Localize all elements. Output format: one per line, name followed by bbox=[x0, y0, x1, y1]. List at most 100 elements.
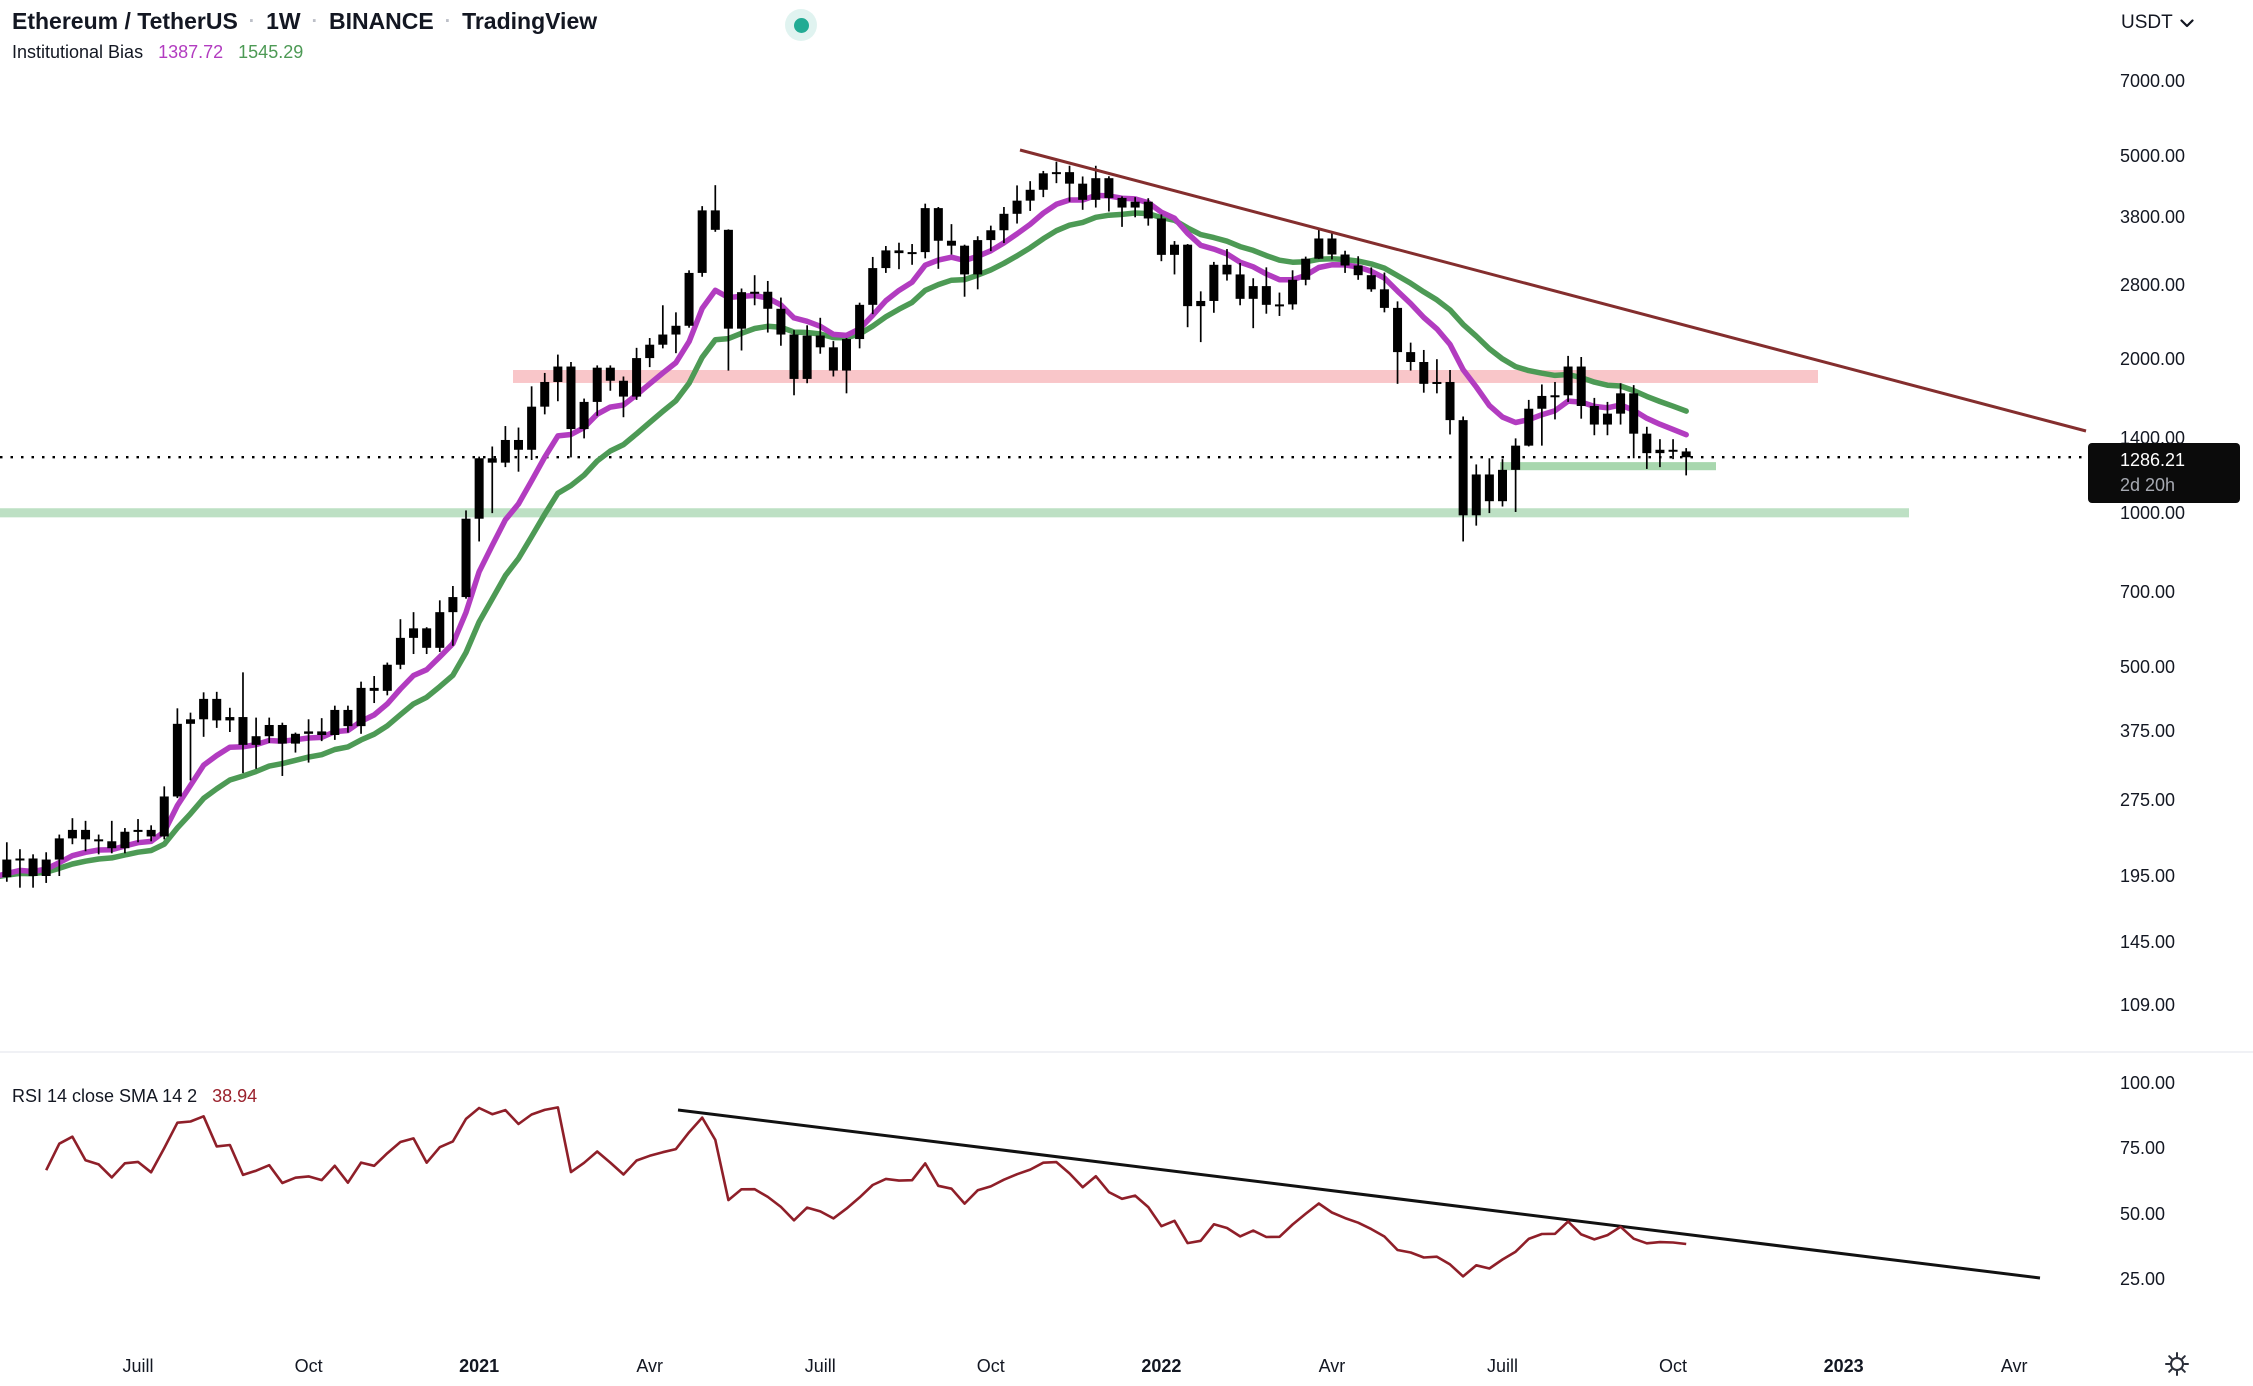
zone-support_minor[interactable] bbox=[1500, 462, 1716, 471]
interval-label[interactable]: 1W bbox=[266, 8, 301, 34]
currency-selector[interactable]: USDT bbox=[2121, 12, 2194, 34]
candle-body bbox=[264, 724, 274, 737]
candle-body bbox=[1366, 275, 1376, 290]
candle-body bbox=[1432, 381, 1442, 384]
candle-body bbox=[146, 829, 156, 837]
candle-body bbox=[94, 839, 104, 842]
candle-body bbox=[369, 687, 379, 691]
candle-body bbox=[1629, 393, 1639, 434]
candle-body bbox=[671, 325, 681, 335]
candle-body bbox=[1274, 304, 1284, 307]
candle-body bbox=[1025, 189, 1035, 201]
rsi-legend: RSI 14 close SMA 14 2 38.94 bbox=[12, 1086, 257, 1107]
candle-body bbox=[277, 724, 287, 744]
candle-body bbox=[842, 339, 851, 371]
title-separator-icon: · bbox=[248, 10, 256, 32]
candle-body bbox=[1471, 474, 1481, 516]
candle-body bbox=[1576, 366, 1586, 406]
candle-body bbox=[618, 380, 628, 397]
candle-body bbox=[54, 838, 64, 860]
time-axis-label: Juill bbox=[122, 1356, 154, 1376]
candle-body bbox=[186, 719, 195, 724]
candle-body bbox=[1314, 238, 1324, 259]
rsi-name[interactable]: RSI 14 close SMA 14 2 bbox=[12, 1086, 198, 1106]
rsi-line bbox=[45, 1106, 1687, 1278]
symbol-name[interactable]: Ethereum / TetherUS bbox=[12, 8, 238, 34]
candle-body bbox=[632, 358, 642, 397]
price-trendline[interactable] bbox=[1019, 148, 2087, 433]
candle-body bbox=[1104, 178, 1114, 198]
candle-body bbox=[474, 458, 484, 519]
price-axis-label: 1000.00 bbox=[2120, 503, 2186, 524]
candle-body bbox=[1655, 449, 1665, 454]
candle-body bbox=[1458, 420, 1468, 516]
market-status-icon[interactable] bbox=[785, 9, 817, 41]
candle-body bbox=[1301, 258, 1311, 280]
candles-layer bbox=[2, 161, 1691, 888]
candle-body bbox=[172, 723, 182, 797]
candle-body bbox=[553, 366, 563, 382]
rsi-axis-label: 100.00 bbox=[2120, 1073, 2176, 1093]
candle-body bbox=[1065, 172, 1075, 184]
chart-title: Ethereum / TetherUS · 1W · BINANCE · Tra… bbox=[12, 8, 597, 35]
time-axis-label: 2022 bbox=[1141, 1356, 1182, 1376]
price-axis-label: 2000.00 bbox=[2120, 349, 2186, 370]
candle-body bbox=[435, 612, 445, 648]
candle-body bbox=[776, 308, 786, 335]
candle-body bbox=[1196, 300, 1206, 307]
candle-body bbox=[1393, 307, 1403, 353]
candle-body bbox=[1668, 449, 1678, 452]
indicator-fast-value: 1387.72 bbox=[158, 42, 224, 62]
candle-body bbox=[592, 367, 602, 402]
candle-body bbox=[723, 229, 733, 329]
candle-body bbox=[1550, 395, 1560, 398]
candle-body bbox=[514, 439, 523, 450]
candle-body bbox=[999, 213, 1009, 231]
candle-body bbox=[159, 796, 169, 837]
gear-icon[interactable] bbox=[2163, 1350, 2191, 1378]
candle-body bbox=[1563, 366, 1573, 396]
candle-body bbox=[1406, 352, 1416, 362]
price-axis-label: 195.00 bbox=[2120, 865, 2176, 886]
candle-body bbox=[133, 829, 143, 832]
candle-body bbox=[1445, 381, 1455, 421]
indicator-name[interactable]: Institutional Bias bbox=[12, 42, 144, 62]
candle-body bbox=[605, 367, 615, 381]
zone-support[interactable] bbox=[0, 508, 1909, 518]
time-axis-label: Oct bbox=[294, 1356, 323, 1376]
candle-body bbox=[382, 664, 392, 691]
candle-body bbox=[881, 250, 891, 269]
candle-body bbox=[1012, 200, 1022, 214]
candle-body bbox=[1222, 264, 1232, 275]
candle-body bbox=[946, 240, 956, 246]
candle-body bbox=[973, 240, 983, 275]
candle-body bbox=[1589, 405, 1599, 425]
candle-body bbox=[120, 831, 130, 849]
candle-body bbox=[828, 347, 838, 371]
candle-body bbox=[1051, 172, 1061, 175]
indicator-slow-value: 1545.29 bbox=[238, 42, 304, 62]
candle-body bbox=[1078, 183, 1088, 200]
candle-body bbox=[1602, 413, 1612, 425]
title-separator-icon: · bbox=[311, 10, 318, 32]
zones-layer bbox=[0, 370, 1909, 518]
candle-body bbox=[1616, 393, 1626, 414]
time-axis-label: Avr bbox=[1318, 1356, 1346, 1376]
price-axis-label: 2800.00 bbox=[2120, 274, 2186, 295]
candle-body bbox=[448, 597, 458, 613]
candle-body bbox=[527, 406, 537, 450]
candle-body bbox=[763, 291, 773, 309]
candle-body bbox=[737, 292, 747, 329]
time-axis-label: Oct bbox=[1659, 1356, 1688, 1376]
zone-resistance[interactable] bbox=[513, 370, 1818, 383]
candle-body bbox=[1117, 197, 1127, 208]
rsi-trendline[interactable] bbox=[677, 1108, 2041, 1280]
candle-body bbox=[1261, 286, 1271, 305]
candle-body bbox=[1419, 361, 1429, 384]
candle-body bbox=[710, 210, 720, 230]
price-axis-label: 5000.00 bbox=[2120, 145, 2186, 166]
last-price-badge: 1286.21 2d 20h bbox=[2088, 443, 2240, 503]
last-price-value: 1286.21 bbox=[2120, 450, 2186, 470]
